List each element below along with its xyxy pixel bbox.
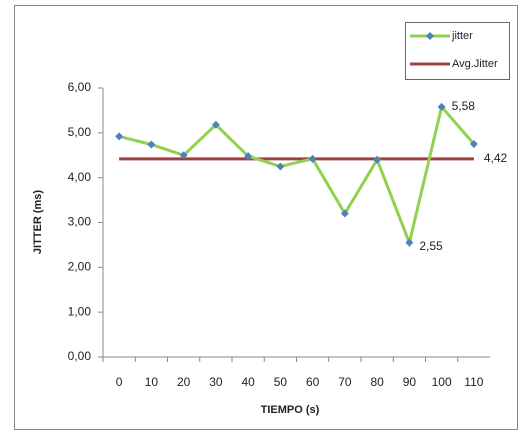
legend [405, 22, 510, 80]
x-tick-label: 100 [432, 375, 452, 389]
y-tick-label: 6,00 [68, 80, 92, 94]
x-tick-label: 10 [145, 375, 159, 389]
x-tick-label: 0 [116, 375, 123, 389]
y-axis-title: JITTER (ms) [32, 190, 44, 255]
x-tick-label: 30 [209, 375, 223, 389]
x-tick-label: 40 [241, 375, 255, 389]
x-tick-label: 70 [338, 375, 352, 389]
x-tick-label: 80 [370, 375, 384, 389]
legend-label: Avg.Jitter [452, 58, 498, 70]
point-marker [308, 154, 317, 163]
x-tick-label: 60 [306, 375, 320, 389]
y-tick-label: 1,00 [68, 304, 92, 318]
point-marker [405, 238, 414, 247]
point-marker [147, 140, 156, 149]
data-label: 2,55 [419, 239, 443, 253]
data-label: 4,42 [484, 151, 508, 165]
x-axis-title: TIEMPO (s) [261, 404, 320, 416]
y-tick-label: 2,00 [68, 260, 92, 274]
point-marker [340, 209, 349, 218]
y-tick-label: 0,00 [68, 349, 92, 363]
point-marker [115, 132, 124, 141]
x-tick-label: 110 [464, 375, 483, 389]
legend-label: jitter [451, 30, 473, 42]
y-tick-label: 5,00 [68, 125, 92, 139]
point-marker [179, 151, 188, 160]
legend-marker [426, 32, 434, 40]
point-marker [373, 155, 382, 164]
y-tick-label: 3,00 [68, 215, 92, 229]
point-marker [437, 102, 446, 111]
x-tick-label: 20 [177, 375, 191, 389]
point-marker [244, 152, 253, 161]
point-marker [211, 120, 220, 129]
point-marker [276, 162, 285, 171]
data-label: 5,58 [452, 99, 476, 113]
x-tick-label: 90 [403, 375, 417, 389]
y-tick-label: 4,00 [68, 170, 92, 184]
point-marker [469, 140, 478, 149]
series-line [118, 103, 476, 248]
x-tick-label: 50 [274, 375, 288, 389]
